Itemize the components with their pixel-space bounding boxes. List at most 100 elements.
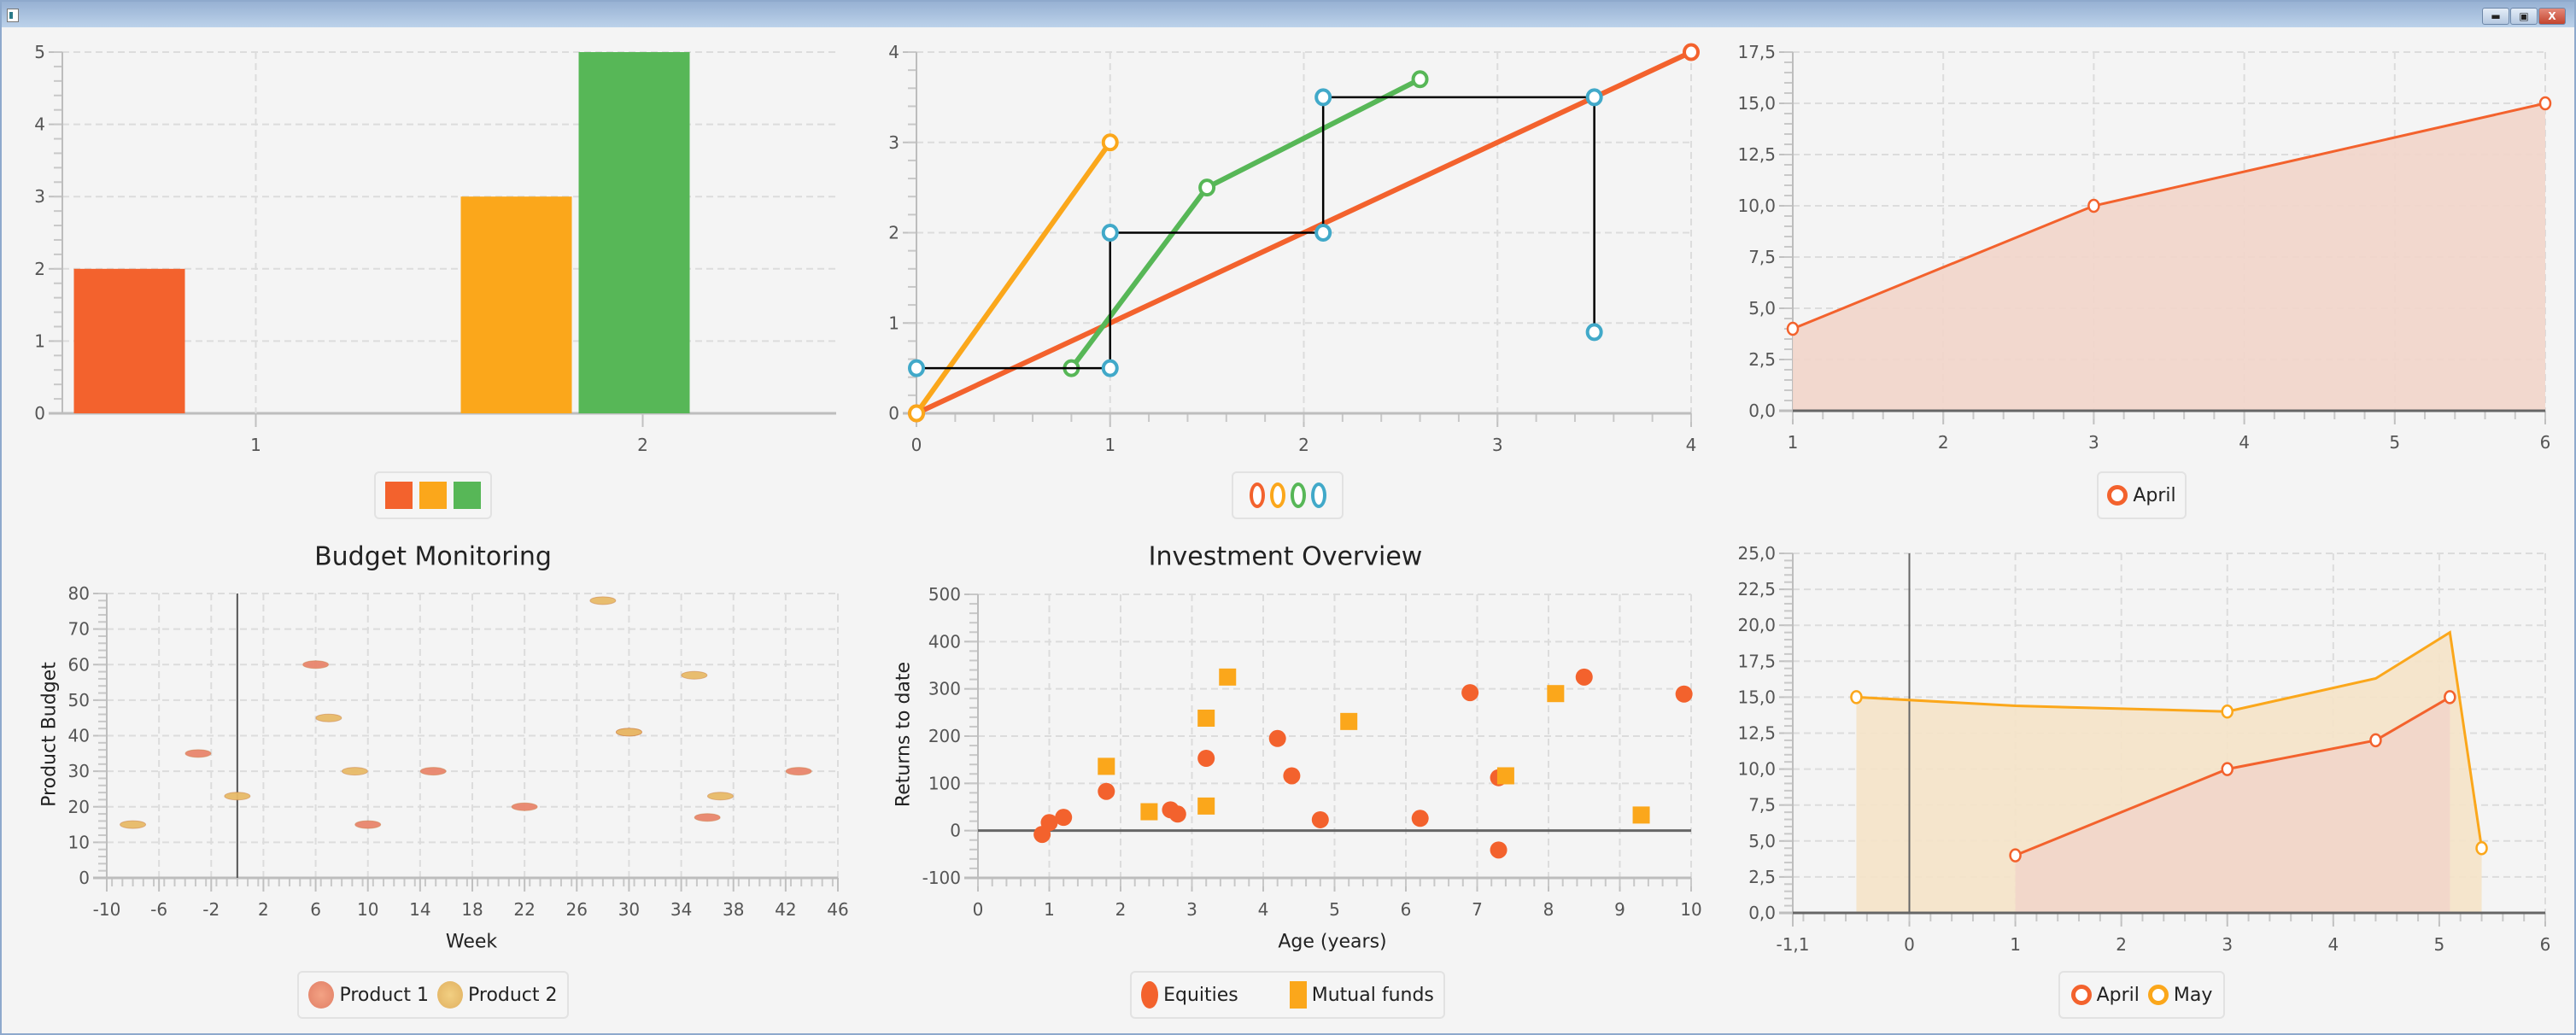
maximize-button[interactable]: ▣ <box>2510 8 2538 25</box>
x-tick-label: 4 <box>2327 934 2339 955</box>
legend-label-equities: Equities <box>1163 984 1238 1006</box>
y-tick-label: 0 <box>950 821 961 841</box>
y-tick-label: 3 <box>34 186 45 207</box>
legend-label-product-1: Product 1 <box>339 984 429 1006</box>
title-bar[interactable]: ▬ ▣ X <box>2 2 2574 27</box>
y-tick-label: 2 <box>888 223 899 243</box>
y-tick-label: 10 <box>68 832 90 852</box>
x-tick-label: 6 <box>2540 432 2551 453</box>
bar-series-2-category-2 <box>460 196 572 413</box>
y-tick-label: 60 <box>68 654 90 675</box>
y-tick-label: 0 <box>888 403 899 424</box>
legend-item-april: April <box>2070 984 2140 1006</box>
x-tick-label: 5 <box>1329 899 1340 920</box>
grid <box>978 594 1692 878</box>
data-point-equities <box>1490 841 1508 859</box>
y-tick-label: 20 <box>68 797 90 817</box>
x-tick-label: 0 <box>973 899 984 920</box>
legend-item-product-2: Product 2 <box>437 981 558 1009</box>
data-point-product-2 <box>615 728 642 737</box>
x-tick-label: 3 <box>2088 432 2099 453</box>
y-tick-label: 25,0 <box>1737 543 1776 564</box>
x-axis-label-investment: Age (years) <box>1278 931 1387 953</box>
data-point-series-4 <box>908 359 925 377</box>
data-point-series-4 <box>1101 359 1119 377</box>
x-tick-label: 2 <box>1298 435 1309 455</box>
data-point-mutual-funds <box>1197 797 1215 815</box>
data-point-equities <box>1461 684 1479 702</box>
y-axis-label-investment: Returns to date <box>893 661 915 808</box>
y-tick-label: 200 <box>928 726 961 746</box>
y-tick-label: 30 <box>68 761 90 781</box>
data-point-equities <box>1675 685 1693 703</box>
data-point-equities <box>1311 810 1329 828</box>
x-tick-label: 4 <box>2239 432 2250 453</box>
app-icon <box>7 9 19 22</box>
data-point-series-2 <box>908 404 925 423</box>
data-point-april <box>2009 848 2022 862</box>
data-point-product-2 <box>341 767 368 776</box>
x-tick-label: 4 <box>1258 899 1269 920</box>
legend-swatch-series-3 <box>454 482 481 509</box>
x-tick-label: 6 <box>1401 899 1412 920</box>
x-tick-label: 3 <box>1492 435 1503 455</box>
legend-marker-equities <box>1141 981 1159 1009</box>
x-tick-label: -10 <box>93 899 121 920</box>
y-tick-label: 10,0 <box>1737 196 1776 216</box>
data-point-april <box>2221 762 2234 776</box>
data-point-product-1 <box>354 820 382 829</box>
data-point-april <box>2444 690 2456 705</box>
y-tick-label: 12,5 <box>1737 144 1776 165</box>
legend-marker-may <box>2147 985 2169 1005</box>
y-tick-label: 400 <box>928 631 961 652</box>
y-tick-label: 12,5 <box>1737 723 1776 744</box>
maximize-icon: ▣ <box>2519 10 2529 22</box>
legend-marker-series-3 <box>1290 482 1306 508</box>
x-tick-label: 9 <box>1614 899 1625 920</box>
chart-5: -100 0 100 200 300 400 500 0 1 2 3 4 5 6 7 8 9 10 <box>922 584 1702 920</box>
x-tick-label: 2 <box>1938 432 1949 453</box>
data-point-may <box>2475 840 2488 856</box>
x-tick-label: 2 <box>2116 934 2127 955</box>
x-tick-label: 5 <box>2434 934 2445 955</box>
legend-area-chart: April <box>2097 471 2187 519</box>
x-tick-label: 3 <box>2222 934 2233 955</box>
data-point-product-1 <box>785 767 812 776</box>
data-point-april <box>2369 733 2382 748</box>
data-point-equities <box>1098 782 1115 800</box>
legend-line-chart <box>1232 471 1344 519</box>
data-point-equities <box>1055 809 1073 827</box>
legend-item-equities: Equities <box>1141 981 1238 1009</box>
x-tick-label: 14 <box>409 899 430 920</box>
data-point-product-2 <box>706 792 734 801</box>
y-tick-label: 2,5 <box>1748 349 1776 370</box>
x-tick-label: 8 <box>1543 899 1554 920</box>
y-tick-label: 2,5 <box>1748 867 1776 887</box>
x-tick-label: 4 <box>1686 435 1697 455</box>
x-tick-label: 1 <box>2010 934 2021 955</box>
y-tick-label: 2 <box>34 259 45 279</box>
y-axis-label-budget: Product Budget <box>38 662 61 807</box>
chart-6: 0,0 2,5 5,0 7,5 10,0 12,5 15,0 17,5 20,0 22,5 25,0… <box>1737 543 2550 955</box>
data-point-equities <box>1575 668 1593 686</box>
close-button[interactable]: X <box>2538 8 2566 25</box>
legend-marker-series-1 <box>1249 482 1265 508</box>
y-tick-label: 22,5 <box>1737 579 1776 599</box>
y-tick-label: 0,0 <box>1748 401 1776 421</box>
x-tick-label: 34 <box>670 899 692 920</box>
x-tick-label: 6 <box>310 899 321 920</box>
x-tick-label: 1 <box>1044 899 1055 920</box>
legend-label-product-2: Product 2 <box>468 984 558 1006</box>
y-tick-label: 15,0 <box>1737 687 1776 707</box>
data-point-series-4 <box>1585 323 1603 342</box>
legend-label-april: April <box>2096 984 2140 1006</box>
data-point-mutual-funds <box>1340 712 1358 730</box>
chart-3: 0,0 2,5 5,0 7,5 10,0 12,5 15,0 17,5 1 2 3 4 5 6 <box>1737 42 2552 453</box>
y-tick-label: 70 <box>68 619 90 640</box>
y-tick-label: 3 <box>888 132 899 153</box>
minimize-button[interactable]: ▬ <box>2482 8 2509 25</box>
legend-marker-april <box>2107 485 2128 506</box>
bar-series-1-category-1 <box>73 268 185 413</box>
